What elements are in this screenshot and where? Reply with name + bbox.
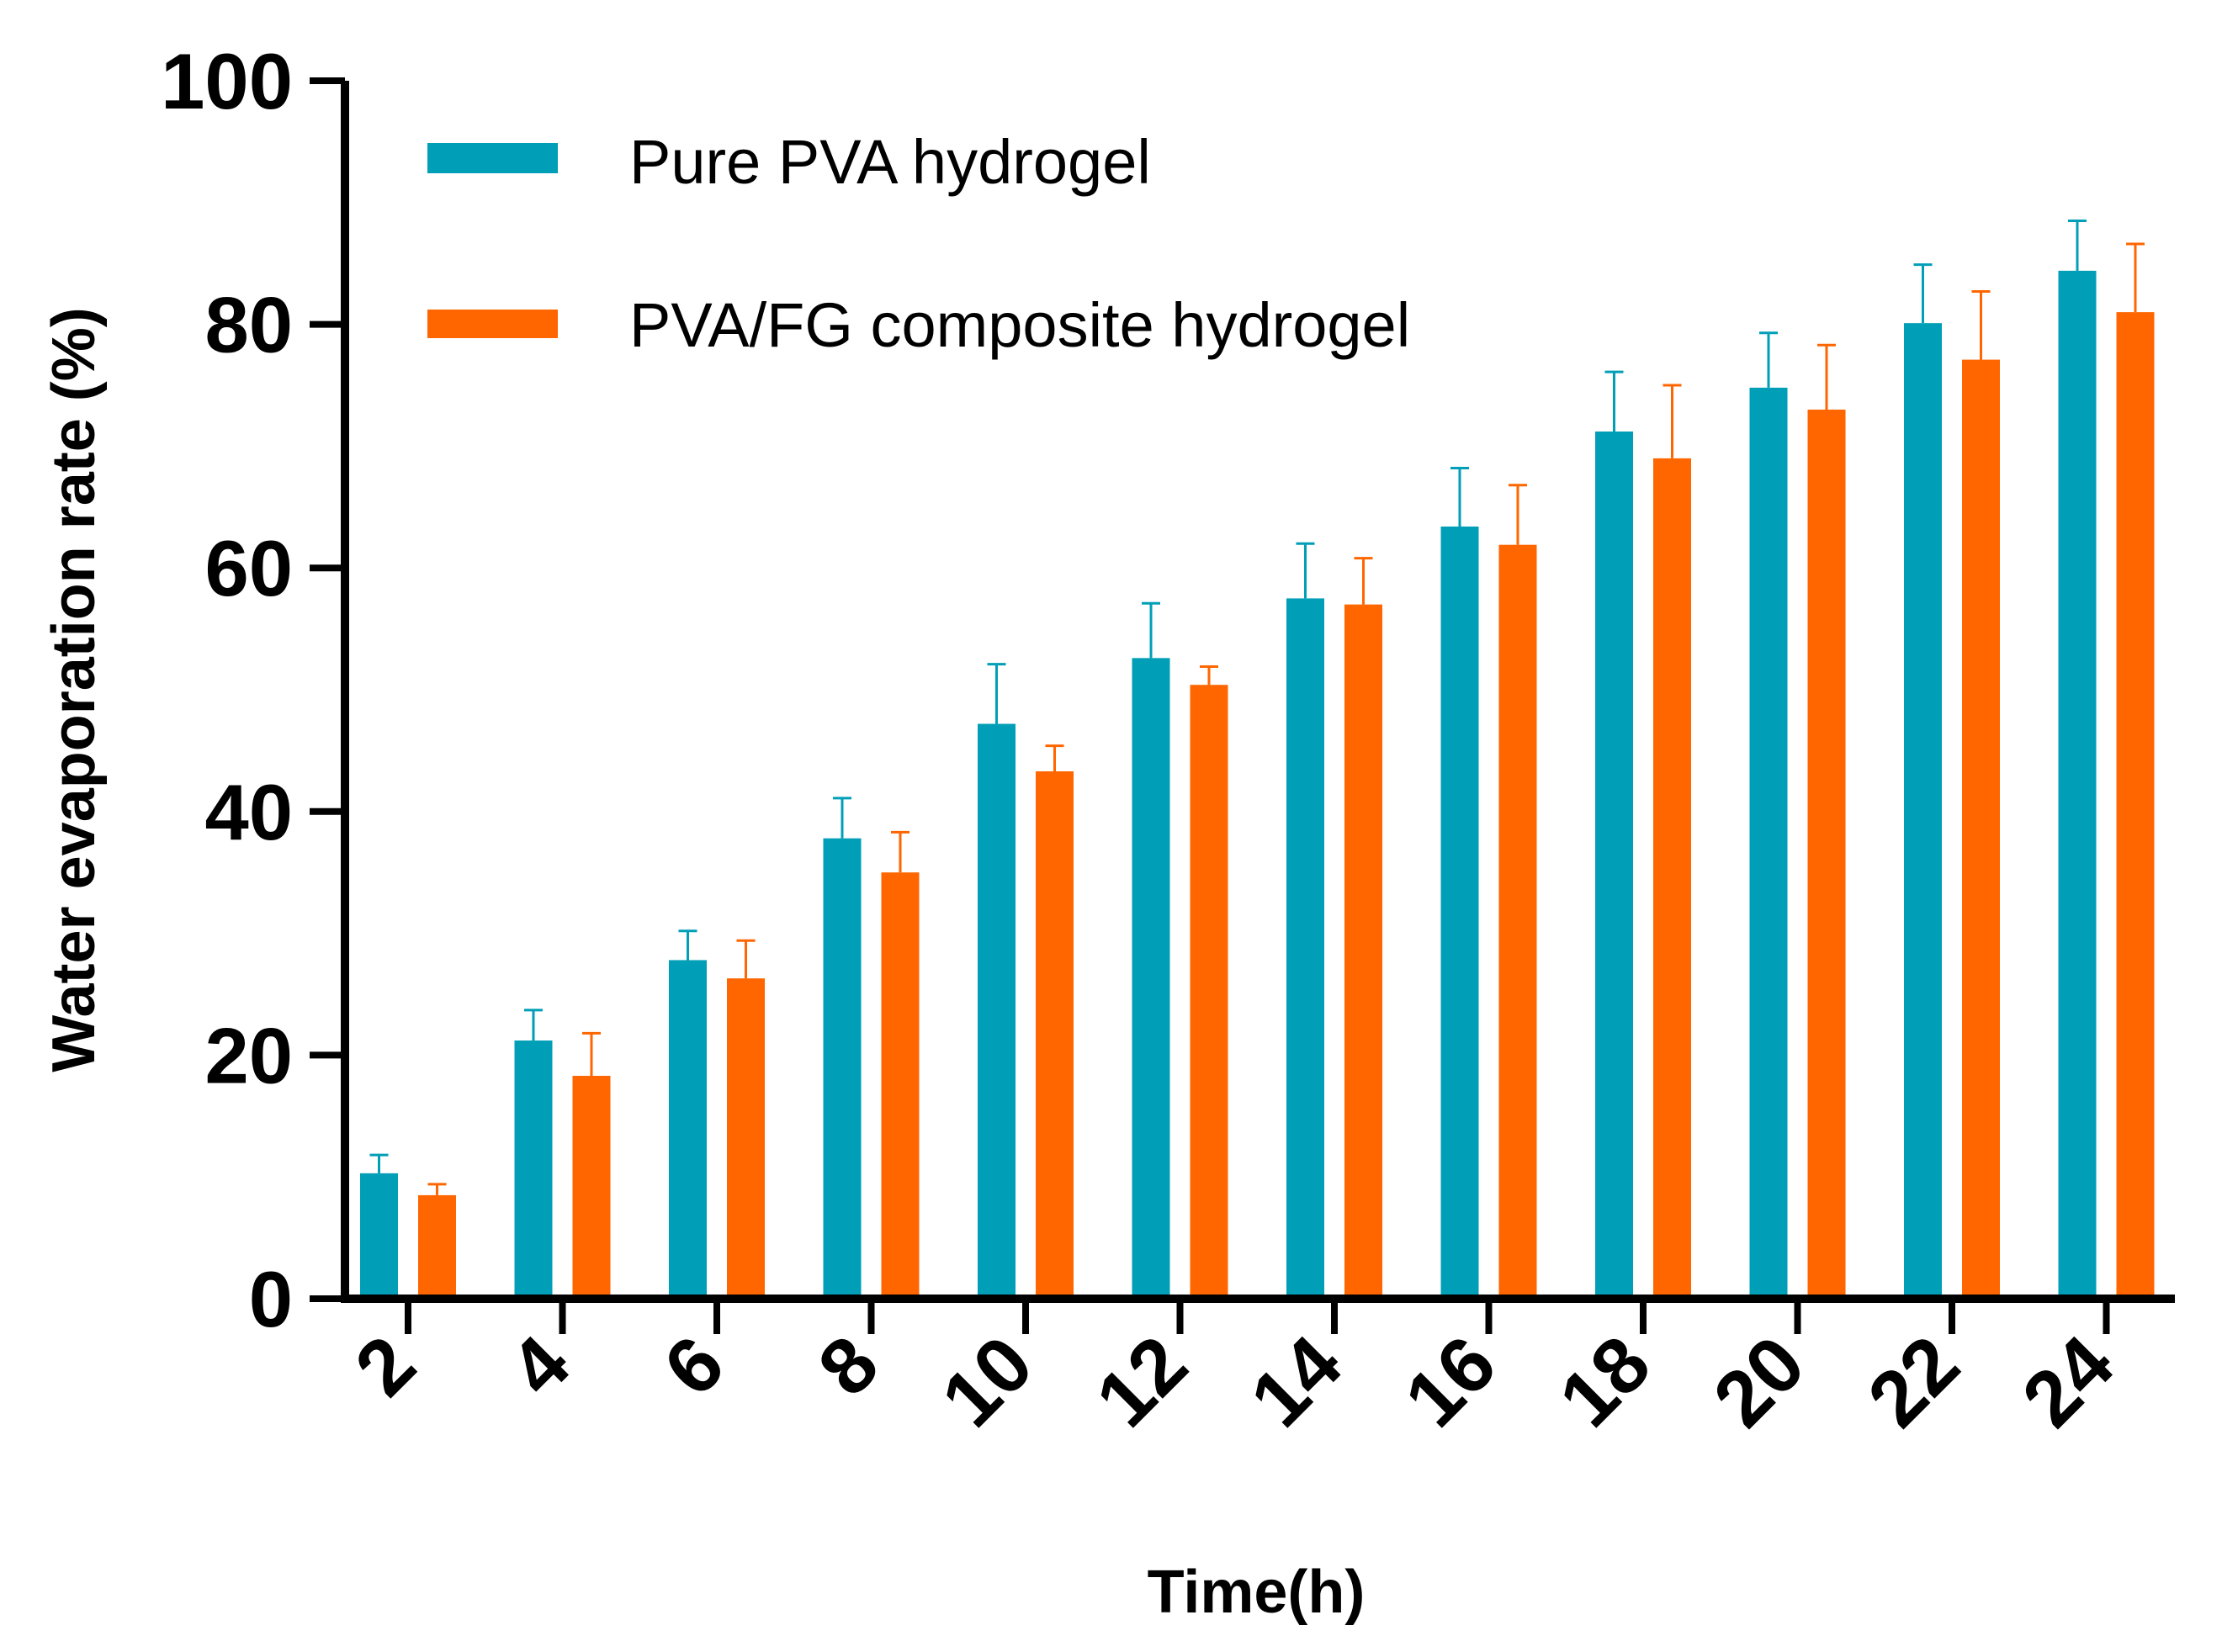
bar-pure-pva-20h bbox=[1749, 387, 1788, 1299]
x-tick-label: 24 bbox=[2005, 1319, 2129, 1443]
bar-pure-pva-12h bbox=[1132, 658, 1170, 1299]
bar-pva-fg-12h bbox=[1190, 685, 1228, 1299]
x-tick-label: 18 bbox=[1542, 1319, 1667, 1443]
x-tick-label: 8 bbox=[801, 1319, 894, 1412]
y-tick-label: 20 bbox=[204, 1011, 293, 1099]
bar-pva-fg-2h bbox=[418, 1194, 456, 1299]
y-tick-label: 80 bbox=[204, 281, 293, 369]
x-tick-label: 12 bbox=[1079, 1319, 1203, 1443]
x-axis-title: Time(h) bbox=[1148, 1559, 1366, 1626]
y-tick-label: 40 bbox=[204, 768, 293, 856]
bar-pure-pva-2h bbox=[360, 1173, 398, 1299]
bar-pva-fg-24h bbox=[2116, 312, 2155, 1299]
legend-label-pva-fg: PVA/FG composite hydrogel bbox=[629, 290, 1410, 360]
bar-pva-fg-20h bbox=[1807, 409, 1846, 1300]
x-tick-label: 6 bbox=[647, 1319, 740, 1412]
bar-pure-pva-6h bbox=[669, 960, 707, 1299]
y-tick-label: 60 bbox=[204, 524, 293, 612]
bar-pva-fg-8h bbox=[881, 872, 920, 1299]
bar-pva-fg-18h bbox=[1653, 458, 1691, 1299]
bar-pure-pva-10h bbox=[978, 723, 1016, 1299]
x-tick-label: 14 bbox=[1233, 1319, 1358, 1443]
y-ticks-layer: 0 20 40 60 80 100 bbox=[161, 37, 345, 1343]
legend-swatch-pure-pva bbox=[427, 143, 558, 173]
bar-pva-fg-6h bbox=[727, 978, 765, 1299]
bar-pva-fg-22h bbox=[1962, 359, 2000, 1299]
x-tick-label: 10 bbox=[925, 1319, 1049, 1443]
bar-pva-fg-4h bbox=[572, 1076, 611, 1299]
bar-pva-fg-10h bbox=[1036, 771, 1074, 1299]
bar-pure-pva-4h bbox=[514, 1040, 553, 1299]
y-tick-label: 0 bbox=[249, 1255, 293, 1343]
x-tick-label: 22 bbox=[1851, 1319, 1975, 1443]
legend-swatch-pva-fg bbox=[427, 310, 558, 338]
error-bars-layer bbox=[369, 220, 2145, 1195]
bar-pure-pva-16h bbox=[1440, 526, 1479, 1299]
bar-pva-fg-14h bbox=[1344, 604, 1382, 1299]
x-tick-label: 2 bbox=[338, 1319, 432, 1412]
legend-label-pure-pva: Pure PVA hydrogel bbox=[629, 127, 1151, 197]
legend: Pure PVA hydrogel PVA/FG composite hydro… bbox=[427, 127, 1410, 360]
bar-pure-pva-22h bbox=[1904, 323, 1942, 1300]
bar-pure-pva-8h bbox=[823, 838, 862, 1299]
x-tick-label: 20 bbox=[1696, 1319, 1821, 1443]
x-ticks-layer: 2 4 6 8 10 12 14 16 18 20 22 24 bbox=[338, 1299, 2130, 1443]
y-axis-title: Water evaporation rate (%) bbox=[40, 307, 108, 1072]
x-tick-label: 16 bbox=[1387, 1319, 1512, 1443]
bar-pure-pva-18h bbox=[1595, 432, 1633, 1300]
bar-pure-pva-24h bbox=[2058, 270, 2097, 1300]
bar-pure-pva-14h bbox=[1286, 598, 1324, 1299]
x-tick-label: 4 bbox=[492, 1319, 586, 1412]
y-tick-label: 100 bbox=[161, 37, 293, 125]
bars-layer bbox=[360, 270, 2155, 1300]
bar-pva-fg-16h bbox=[1498, 544, 1537, 1299]
